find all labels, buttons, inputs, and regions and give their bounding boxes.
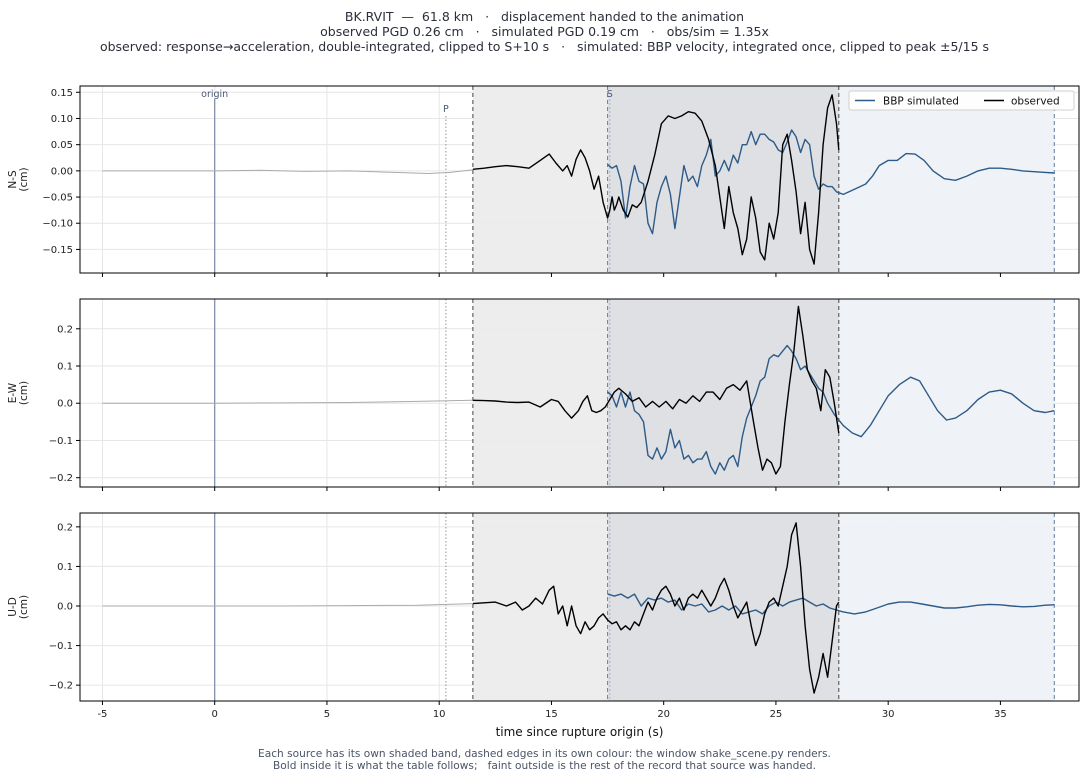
y-tick-label: −0.10	[42, 219, 73, 230]
legend-observed-label: observed	[1011, 96, 1060, 108]
y-axis-label: N-S	[7, 170, 19, 189]
y-tick-label: −0.1	[49, 641, 73, 652]
panel-frame	[79, 298, 1080, 488]
window-overlap-band	[607, 86, 839, 273]
y-tick-label: 0.00	[51, 166, 73, 177]
y-tick-label: −0.2	[49, 681, 73, 692]
observed-faint-trace	[102, 169, 473, 175]
panel-frame	[79, 85, 1080, 274]
y-tick-label: 0.1	[57, 362, 73, 373]
y-tick-label: −0.15	[42, 245, 73, 256]
x-tick-label: 0	[212, 709, 218, 720]
legend: BBP simulated observed	[848, 90, 1075, 111]
y-axis-label: (cm)	[18, 167, 30, 191]
x-axis-label: time since rupture origin (s)	[496, 725, 664, 739]
x-tick-label: 30	[882, 709, 895, 720]
y-tick-label: 0.0	[57, 399, 73, 410]
y-tick-label: −0.1	[49, 436, 73, 447]
y-tick-label: 0.05	[51, 140, 73, 151]
x-tick-label: -5	[97, 709, 107, 720]
y-tick-label: 0.1	[57, 562, 73, 573]
y-tick-label: −0.05	[42, 193, 73, 204]
panel-2: −0.2 −0.1 0.0 0.1 0.2 E-W (cm)	[7, 298, 1080, 491]
figure-subtitle-pgd: observed PGD 0.26 cm · simulated PGD 0.1…	[320, 24, 769, 39]
y-tick-label: 0.0	[57, 602, 73, 613]
legend-simulated-label: BBP simulated	[883, 96, 959, 108]
y-tick-label: 0.2	[57, 324, 73, 335]
y-tick-label: 0.15	[51, 88, 73, 99]
observed-trace	[472, 305, 840, 475]
footer-note-1: Each source has its own shaded band, das…	[258, 748, 831, 760]
x-tick-label: 35	[994, 709, 1007, 720]
p-arrival-label: P	[443, 104, 449, 115]
panel-1: origin P S −0.15 −0.10 −0.05 0.00 0.05 0.10 0.15 N…	[7, 85, 1080, 277]
figure-title: BK.RVIT — 61.8 km · displacement handed …	[344, 9, 745, 24]
y-axis-label: E-W	[7, 382, 19, 403]
figure-header: BK.RVIT — 61.8 km · displacement handed …	[0, 9, 1089, 54]
observed-faint-trace	[102, 603, 473, 607]
x-tick-label: 20	[657, 709, 670, 720]
footer-note-2: Bold inside it is what the table follows…	[273, 760, 816, 772]
panel-frame	[79, 512, 1080, 702]
observed-trace	[472, 522, 840, 694]
simulated-trace	[607, 344, 1055, 475]
panel-3: −0.2 −0.1 0.0 0.1 0.2 U-D (cm)	[7, 512, 1080, 705]
y-axis-label: (cm)	[18, 381, 30, 405]
x-tick-label: 25	[770, 709, 783, 720]
y-axis-label: U-D	[7, 597, 19, 617]
observed-faint-trace	[102, 399, 473, 404]
legend-box	[848, 90, 1075, 111]
s-arrival-label: S	[607, 89, 613, 100]
simulated-trace	[607, 129, 1055, 235]
observed-trace	[472, 94, 840, 265]
figure-footer: Each source has its own shaded band, das…	[0, 748, 1089, 772]
y-tick-label: −0.2	[49, 473, 73, 484]
x-tick-label: 5	[324, 709, 330, 720]
y-tick-label: 0.10	[51, 114, 73, 125]
figure-subtitle-processing: observed: response→acceleration, double-…	[99, 39, 990, 54]
y-axis-label: (cm)	[18, 595, 30, 619]
x-tick-label: 15	[545, 709, 558, 720]
simulated-trace	[607, 593, 1055, 615]
x-tick-label: 10	[433, 709, 446, 720]
origin-marker-label: origin	[201, 89, 228, 100]
y-tick-label: 0.2	[57, 522, 73, 533]
